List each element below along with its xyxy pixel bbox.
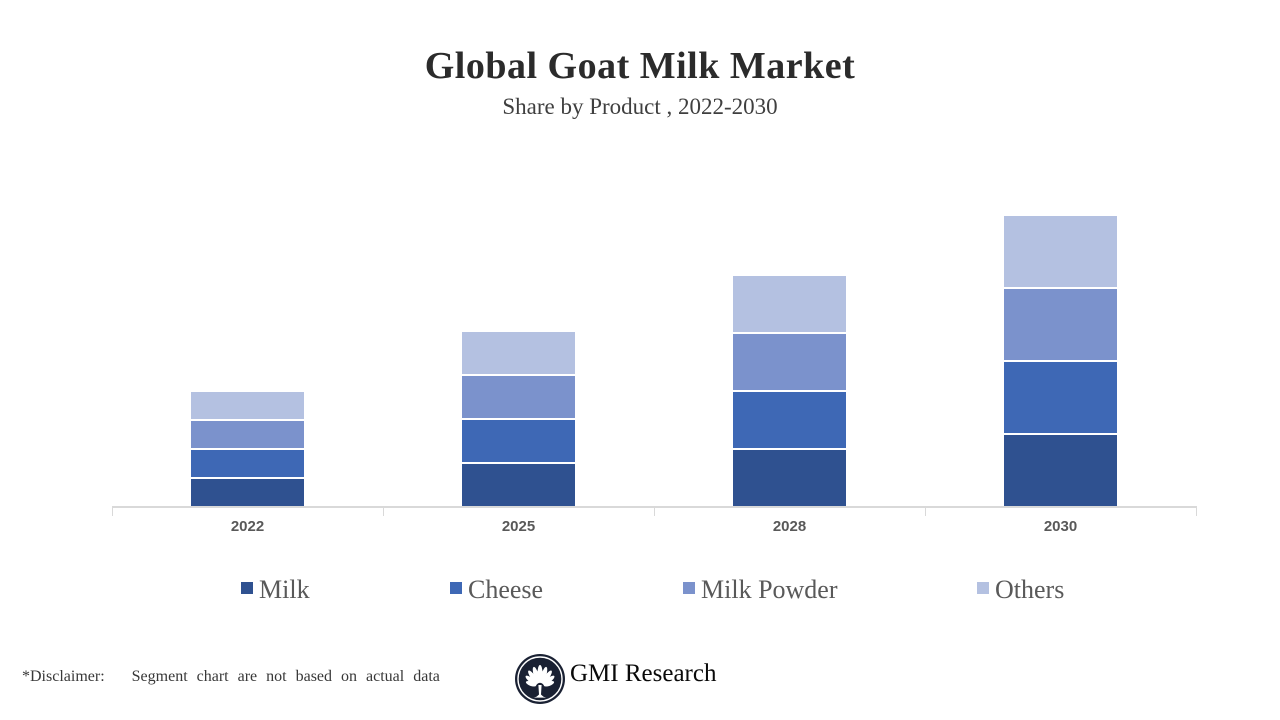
bar-segment-milk-2022 xyxy=(191,479,304,506)
bar-segment-milk-2025 xyxy=(462,464,575,506)
legend-item-cheese: Cheese xyxy=(450,575,543,607)
x-axis-tick xyxy=(925,506,926,516)
x-axis-tick xyxy=(112,506,113,516)
legend-label: Milk xyxy=(259,575,310,604)
page-title: Global Goat Milk Market xyxy=(424,45,856,87)
x-axis-label-2030: 2030 xyxy=(1043,518,1078,535)
x-axis-label-2025: 2025 xyxy=(501,518,536,535)
x-axis-tick xyxy=(654,506,655,516)
bar-2022 xyxy=(191,392,304,506)
legend-item-milk-powder: Milk Powder xyxy=(683,575,838,607)
legend-item-others: Others xyxy=(977,575,1064,607)
palm-fan-icon xyxy=(514,653,566,710)
page-subtitle: Share by Product , 2022-2030 xyxy=(502,94,778,119)
bar-segment-others-2022 xyxy=(191,392,304,419)
bar-2025 xyxy=(462,332,575,506)
bar-segment-milk-2028 xyxy=(733,450,846,506)
bar-2028 xyxy=(733,276,846,506)
bar-segment-milk-powder-2028 xyxy=(733,334,846,390)
x-axis-label-2022: 2022 xyxy=(230,518,265,535)
bar-segment-cheese-2022 xyxy=(191,450,304,477)
brand-name: GMI Research xyxy=(570,660,717,687)
bar-segment-others-2028 xyxy=(733,276,846,332)
legend-label: Others xyxy=(995,575,1065,604)
bar-segment-others-2030 xyxy=(1004,216,1117,287)
bar-segment-cheese-2025 xyxy=(462,420,575,462)
bar-segment-milk-powder-2030 xyxy=(1004,289,1117,360)
legend-item-milk: Milk xyxy=(241,575,310,607)
bar-segment-milk-2030 xyxy=(1004,435,1117,506)
legend-swatch-icon xyxy=(450,582,462,594)
x-axis-label-2028: 2028 xyxy=(772,518,807,535)
legend-swatch-icon xyxy=(977,582,989,594)
bar-segment-others-2025 xyxy=(462,332,575,374)
bar-segment-cheese-2028 xyxy=(733,392,846,448)
x-axis-tick xyxy=(1196,506,1197,516)
bar-segment-milk-powder-2022 xyxy=(191,421,304,448)
legend-swatch-icon xyxy=(241,582,253,594)
legend-swatch-icon xyxy=(683,582,695,594)
x-axis-tick xyxy=(383,506,384,516)
bar-segment-milk-powder-2025 xyxy=(462,376,575,418)
disclaimer-text: *Disclaimer: Segment chart are not based… xyxy=(22,668,440,685)
bar-2030 xyxy=(1004,216,1117,506)
legend-label: Cheese xyxy=(468,575,544,604)
legend-label: Milk Powder xyxy=(701,575,838,604)
bar-segment-cheese-2030 xyxy=(1004,362,1117,433)
